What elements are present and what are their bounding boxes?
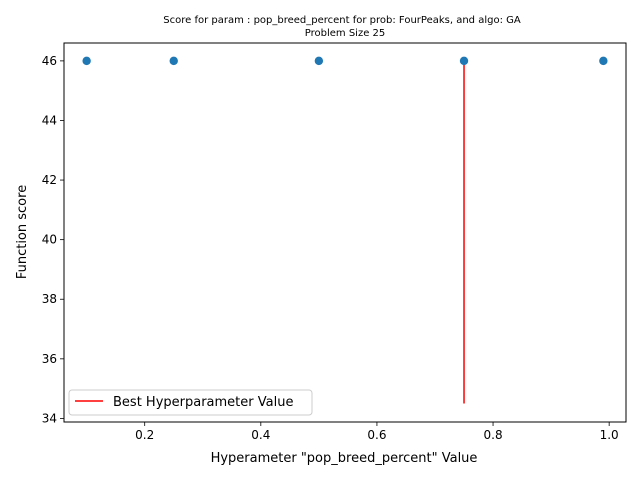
- scatter-point: [599, 56, 608, 66]
- x-tick-label: 0.6: [367, 428, 386, 442]
- chart-subtitle: Problem Size 25: [305, 28, 386, 39]
- y-tick-label: 38: [42, 292, 57, 306]
- x-axis-label: Hyperameter "pop_breed_percent" Value: [211, 451, 478, 466]
- legend-label-best-hyperparameter: Best Hyperparameter Value: [113, 395, 293, 410]
- scatter-point: [314, 56, 324, 66]
- scatter-point: [459, 56, 469, 66]
- y-axis-label: Function score: [15, 185, 30, 279]
- y-tick-label: 44: [42, 113, 57, 127]
- y-axis-ticks: 34 36 38 40 42 44 46: [42, 54, 64, 425]
- scatter-point: [82, 56, 91, 66]
- y-tick-label: 46: [42, 54, 57, 68]
- chart-marks: [82, 56, 608, 404]
- plot-frame: [63, 42, 627, 423]
- y-tick-label: 36: [42, 352, 57, 366]
- plot-area: 0.2 0.4 0.6 0.8 1.0 34 36 38 40 42 44 46: [42, 42, 627, 442]
- legend: Best Hyperparameter Value: [68, 389, 313, 416]
- y-tick-label: 40: [42, 233, 57, 247]
- chart-title: Score for param : pop_breed_percent for …: [163, 15, 521, 26]
- scatter-point: [169, 56, 178, 66]
- x-tick-label: 0.2: [135, 428, 154, 442]
- x-tick-label: 1.0: [600, 428, 619, 442]
- y-tick-label: 42: [42, 173, 57, 187]
- x-tick-label: 0.4: [251, 428, 270, 442]
- legend-box: [68, 389, 313, 416]
- y-tick-label: 34: [42, 411, 57, 425]
- x-tick-label: 0.8: [484, 428, 503, 442]
- x-axis-ticks: 0.2 0.4 0.6 0.8 1.0: [135, 422, 619, 442]
